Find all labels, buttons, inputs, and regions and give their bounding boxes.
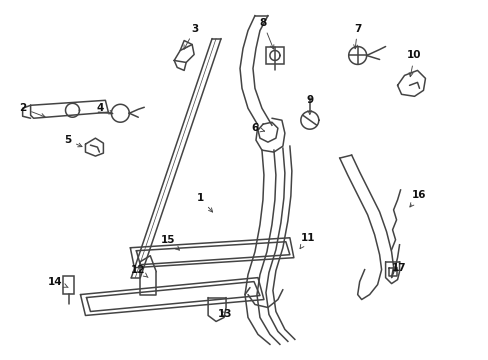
Text: 4: 4	[97, 103, 113, 114]
Bar	[62, 276, 74, 293]
Text: 12: 12	[131, 265, 148, 278]
Text: 1: 1	[196, 193, 212, 212]
Text: 15: 15	[161, 235, 179, 250]
Text: 7: 7	[353, 24, 361, 49]
Text: 9: 9	[305, 95, 313, 114]
Text: 6: 6	[251, 123, 264, 133]
Text: 13: 13	[217, 310, 232, 319]
Text: 8: 8	[259, 18, 273, 49]
Text: 17: 17	[391, 263, 406, 273]
Bar	[265, 46, 284, 64]
Text: 10: 10	[407, 50, 421, 77]
Text: 2: 2	[19, 103, 45, 117]
Text: 11: 11	[300, 233, 314, 249]
Text: 14: 14	[48, 276, 68, 287]
Text: 16: 16	[409, 190, 426, 207]
Text: 3: 3	[183, 24, 198, 49]
Text: 5: 5	[64, 135, 82, 147]
